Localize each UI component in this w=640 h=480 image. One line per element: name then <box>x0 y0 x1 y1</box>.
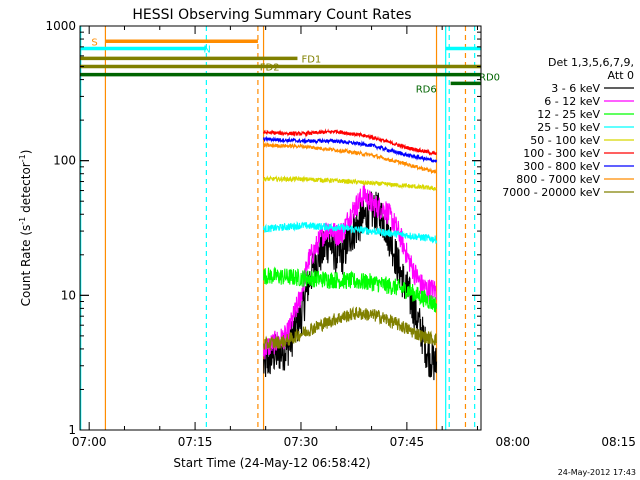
flag-label-fd1: FD1 <box>301 54 321 65</box>
y-tick-label: 1 <box>68 423 76 437</box>
x-tick-label: 07:15 <box>178 435 213 449</box>
legend-label: 12 - 25 keV <box>537 108 600 121</box>
flag-label-n: N <box>203 45 210 56</box>
series-line-800-7000-kev <box>263 141 438 175</box>
y-tick-label: 100 <box>53 154 76 168</box>
legend-label: 6 - 12 keV <box>544 95 600 108</box>
legend-header-line: Det 1,3,5,6,7,9, <box>548 56 634 69</box>
flag-label-rd0: RD0 <box>479 72 500 83</box>
y-axis-label: Count Rate (s-1 detector-1) <box>18 150 33 307</box>
series-line-6-12-kev <box>263 182 437 360</box>
x-tick-label: 07:30 <box>284 435 319 449</box>
x-tick-label: 08:00 <box>495 435 530 449</box>
legend-header-line: Att 0 <box>608 69 634 82</box>
flag-label-rd6: RD6 <box>416 85 437 96</box>
plot-frame <box>79 25 482 431</box>
legend-label: 300 - 800 keV <box>523 160 600 173</box>
legend-label: 7000 - 20000 keV <box>502 186 600 199</box>
x-axis-label: Start Time (24-May-12 06:58:42) <box>173 456 370 470</box>
series-line-50-100-kev <box>263 175 437 192</box>
chart-title: HESSI Observing Summary Count Rates <box>132 7 411 23</box>
x-tick-label: 08:15 <box>601 435 636 449</box>
axes: 07:0007:1507:3007:4508:0008:1508:3011010… <box>45 19 636 449</box>
legend-label: 25 - 50 keV <box>537 121 600 134</box>
flag-label-fd2: FD2 <box>260 63 280 74</box>
legend-label: 100 - 300 keV <box>523 147 600 160</box>
footer-timestamp: 24-May-2012 17:43 <box>558 468 636 477</box>
series-line-100-300-kev <box>263 128 437 157</box>
series-line-12-25-kev <box>263 266 438 313</box>
plot-area: S N FD1 FD2 RD6 RD0 <box>80 26 500 430</box>
y-tick-label: 10 <box>61 288 76 302</box>
series-line-300-800-kev <box>263 135 438 163</box>
series-line-7000-20000-kev <box>263 306 438 351</box>
x-tick-label: 07:45 <box>390 435 425 449</box>
y-tick-label: 1000 <box>45 19 76 33</box>
legend-label: 50 - 100 keV <box>530 134 600 147</box>
x-tick-label: 07:00 <box>72 435 107 449</box>
series-line-25-50-kev <box>263 220 438 244</box>
legend-label: 3 - 6 keV <box>551 82 600 95</box>
legend-label: 800 - 7000 keV <box>516 173 600 186</box>
flag-label-s: S <box>91 37 97 48</box>
